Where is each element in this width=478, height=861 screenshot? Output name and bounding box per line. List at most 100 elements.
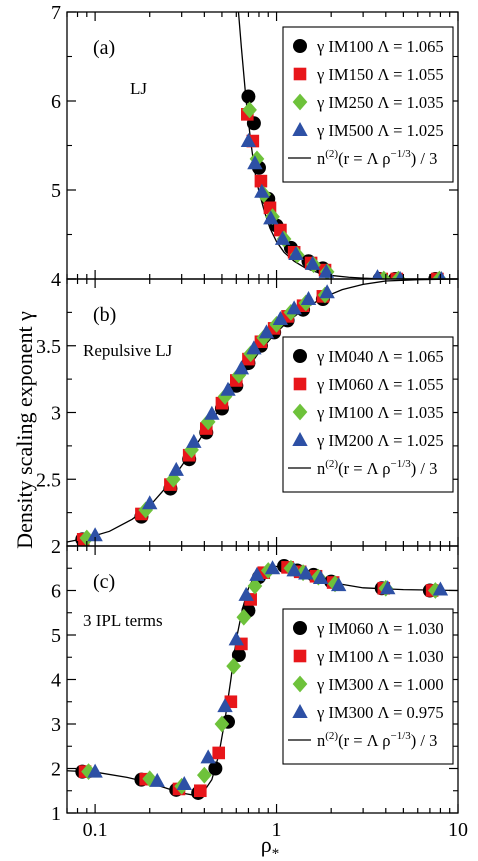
panel-letter-a: (a) — [93, 37, 115, 59]
legend-label-fit-b: n(2)(r = Λ ρ−1/3) / 3 — [317, 458, 437, 478]
panel-note-c: 3 IPL terms — [83, 611, 163, 630]
x-axis: 0.1 1 10 — [83, 819, 468, 841]
y-tick-label-b-4: 3.5 — [36, 336, 61, 358]
series-a-4 — [240, 133, 446, 279]
data-point-c-4-6 — [228, 631, 244, 646]
data-point-c-4-4 — [200, 749, 216, 764]
data-point-b-4-9 — [258, 324, 275, 339]
data-point-a-4-8 — [318, 263, 334, 278]
legend-b: γ IM040 Λ = 1.065 γ IM060 Λ = 1.055 γ IM10… — [282, 336, 454, 493]
legend-a: γ IM100 Λ = 1.065 γ IM150 Λ = 1.055 γ IM25… — [282, 26, 454, 183]
y-tick-label-c-5: 5 — [51, 625, 61, 647]
data-point-c-1-7 — [231, 648, 246, 663]
y-tick-label-b-3: 3 — [51, 403, 61, 425]
legend-label-fit-a: n(2)(r = Λ ρ−1/3) / 3 — [317, 148, 437, 168]
data-point-b-3-7 — [231, 366, 247, 384]
data-point-c-4-2 — [149, 772, 165, 787]
legend-marker-a-1 — [293, 39, 307, 53]
legend-box-b — [282, 336, 454, 493]
x-axis-title: ρ* — [261, 832, 279, 861]
legend-label-a-1: γ IM100 Λ = 1.065 — [316, 37, 444, 56]
y-tick-label-c-4: 4 — [51, 670, 61, 692]
data-point-c-3-8 — [247, 577, 263, 595]
data-point-b-4-8 — [246, 340, 262, 355]
legend-marker-b-1 — [293, 349, 307, 363]
data-point-b-4-4 — [186, 433, 202, 448]
data-point-a-1-1 — [241, 89, 256, 104]
data-point-a-4-9 — [372, 269, 383, 279]
y-tick-label-c-3: 3 — [51, 714, 61, 736]
data-point-c-4-5 — [217, 698, 233, 713]
data-point-b-4-1 — [87, 527, 103, 542]
legend-marker-a-4 — [292, 121, 308, 136]
data-point-b-4-11 — [286, 300, 302, 315]
data-point-b-4-10 — [272, 311, 289, 325]
legend-marker-a-2 — [293, 67, 307, 81]
data-point-b-4-6 — [220, 381, 236, 396]
data-point-b-3-3 — [166, 470, 181, 488]
y-tick-label-c-1: 1 — [51, 803, 61, 825]
y-tick-label-a-4: 7 — [51, 2, 61, 24]
legend-marker-b-3 — [292, 403, 308, 421]
legend-label-a-2: γ IM150 Λ = 1.055 — [316, 65, 444, 84]
legend-marker-b-4 — [292, 431, 308, 446]
legend-label-c-4: γ IM300 Λ = 0.975 — [316, 703, 444, 722]
data-point-c-4-12 — [312, 569, 329, 584]
data-point-b-4-5 — [204, 405, 220, 420]
data-point-a-4-11 — [436, 270, 446, 279]
data-point-c-2-4 — [194, 784, 207, 798]
panel-note-a: LJ — [130, 79, 147, 98]
y-tick-label-a-3: 6 — [51, 91, 61, 113]
legend-label-a-3: γ IM250 Λ = 1.035 — [316, 93, 444, 112]
data-point-c-4-3 — [176, 776, 192, 791]
series-b-4 — [87, 284, 335, 542]
data-point-b-4-12 — [300, 290, 317, 305]
legend-label-c-2: γ IM100 Λ = 1.030 — [316, 647, 444, 666]
x-axis-title-sub: * — [272, 846, 280, 861]
y-tick-label-a-2: 5 — [51, 180, 61, 202]
data-point-a-4-2 — [247, 155, 263, 170]
data-point-c-4-13 — [330, 577, 347, 592]
legend-label-fit-c: n(2)(r = Λ ρ−1/3) / 3 — [317, 730, 437, 750]
legend-label-b-3: γ IM100 Λ = 1.035 — [316, 403, 444, 422]
data-point-a-4-1 — [240, 133, 257, 147]
data-point-c-3-6 — [226, 657, 241, 675]
y-tick-label-c-2: 2 — [51, 759, 61, 781]
data-point-c-4-9 — [264, 560, 281, 575]
panel-letter-c: (c) — [93, 571, 115, 593]
legend-marker-a-3 — [292, 93, 308, 111]
data-point-b-3-1 — [79, 529, 95, 546]
data-point-b-4-2 — [142, 495, 158, 510]
data-point-c-4-11 — [298, 565, 314, 580]
series-c-4 — [87, 560, 449, 791]
legend-c: γ IM060 Λ = 1.030 γ IM100 Λ = 1.030 γ IM30… — [282, 608, 454, 765]
data-point-a-4-4 — [263, 210, 279, 225]
data-point-c-3-7 — [236, 608, 252, 626]
data-point-c-4-15 — [432, 581, 449, 596]
legend-marker-c-2 — [293, 649, 307, 663]
legend-marker-b-2 — [293, 377, 307, 391]
legend-box-a — [282, 26, 454, 183]
data-point-c-4-7 — [238, 586, 254, 601]
y-tick-label-b-1: 2 — [51, 536, 61, 558]
data-point-c-4-8 — [249, 566, 265, 581]
legend-label-b-2: γ IM060 Λ = 1.055 — [316, 375, 444, 394]
panel-letter-b: (b) — [93, 304, 116, 326]
data-point-a-4-7 — [304, 255, 321, 270]
legend-marker-c-1 — [293, 621, 307, 635]
panel-b: 2 2.5 3 3.5 (b) Repulsive LJ γ IM040 Λ = 1.065… — [36, 278, 459, 558]
data-point-c-4-10 — [286, 562, 302, 577]
data-point-a-4-3 — [254, 183, 270, 198]
data-point-c-2-5 — [212, 746, 226, 760]
panels: 4 5 6 7 (a) LJ γ IM100 Λ = 1.065 γ IM150 Λ = 1.… — [36, 2, 459, 825]
legend-label-c-3: γ IM300 Λ = 1.000 — [316, 675, 444, 694]
legend-marker-c-3 — [292, 675, 308, 693]
legend-label-a-4: γ IM500 Λ = 1.025 — [316, 121, 444, 140]
y-axis-title: Density scaling exponent γ — [12, 311, 37, 549]
legend-label-b-1: γ IM040 Λ = 1.065 — [316, 347, 444, 366]
data-point-c-1-5 — [208, 761, 223, 776]
data-point-a-4-10 — [395, 270, 405, 279]
data-point-b-4-3 — [168, 461, 184, 476]
